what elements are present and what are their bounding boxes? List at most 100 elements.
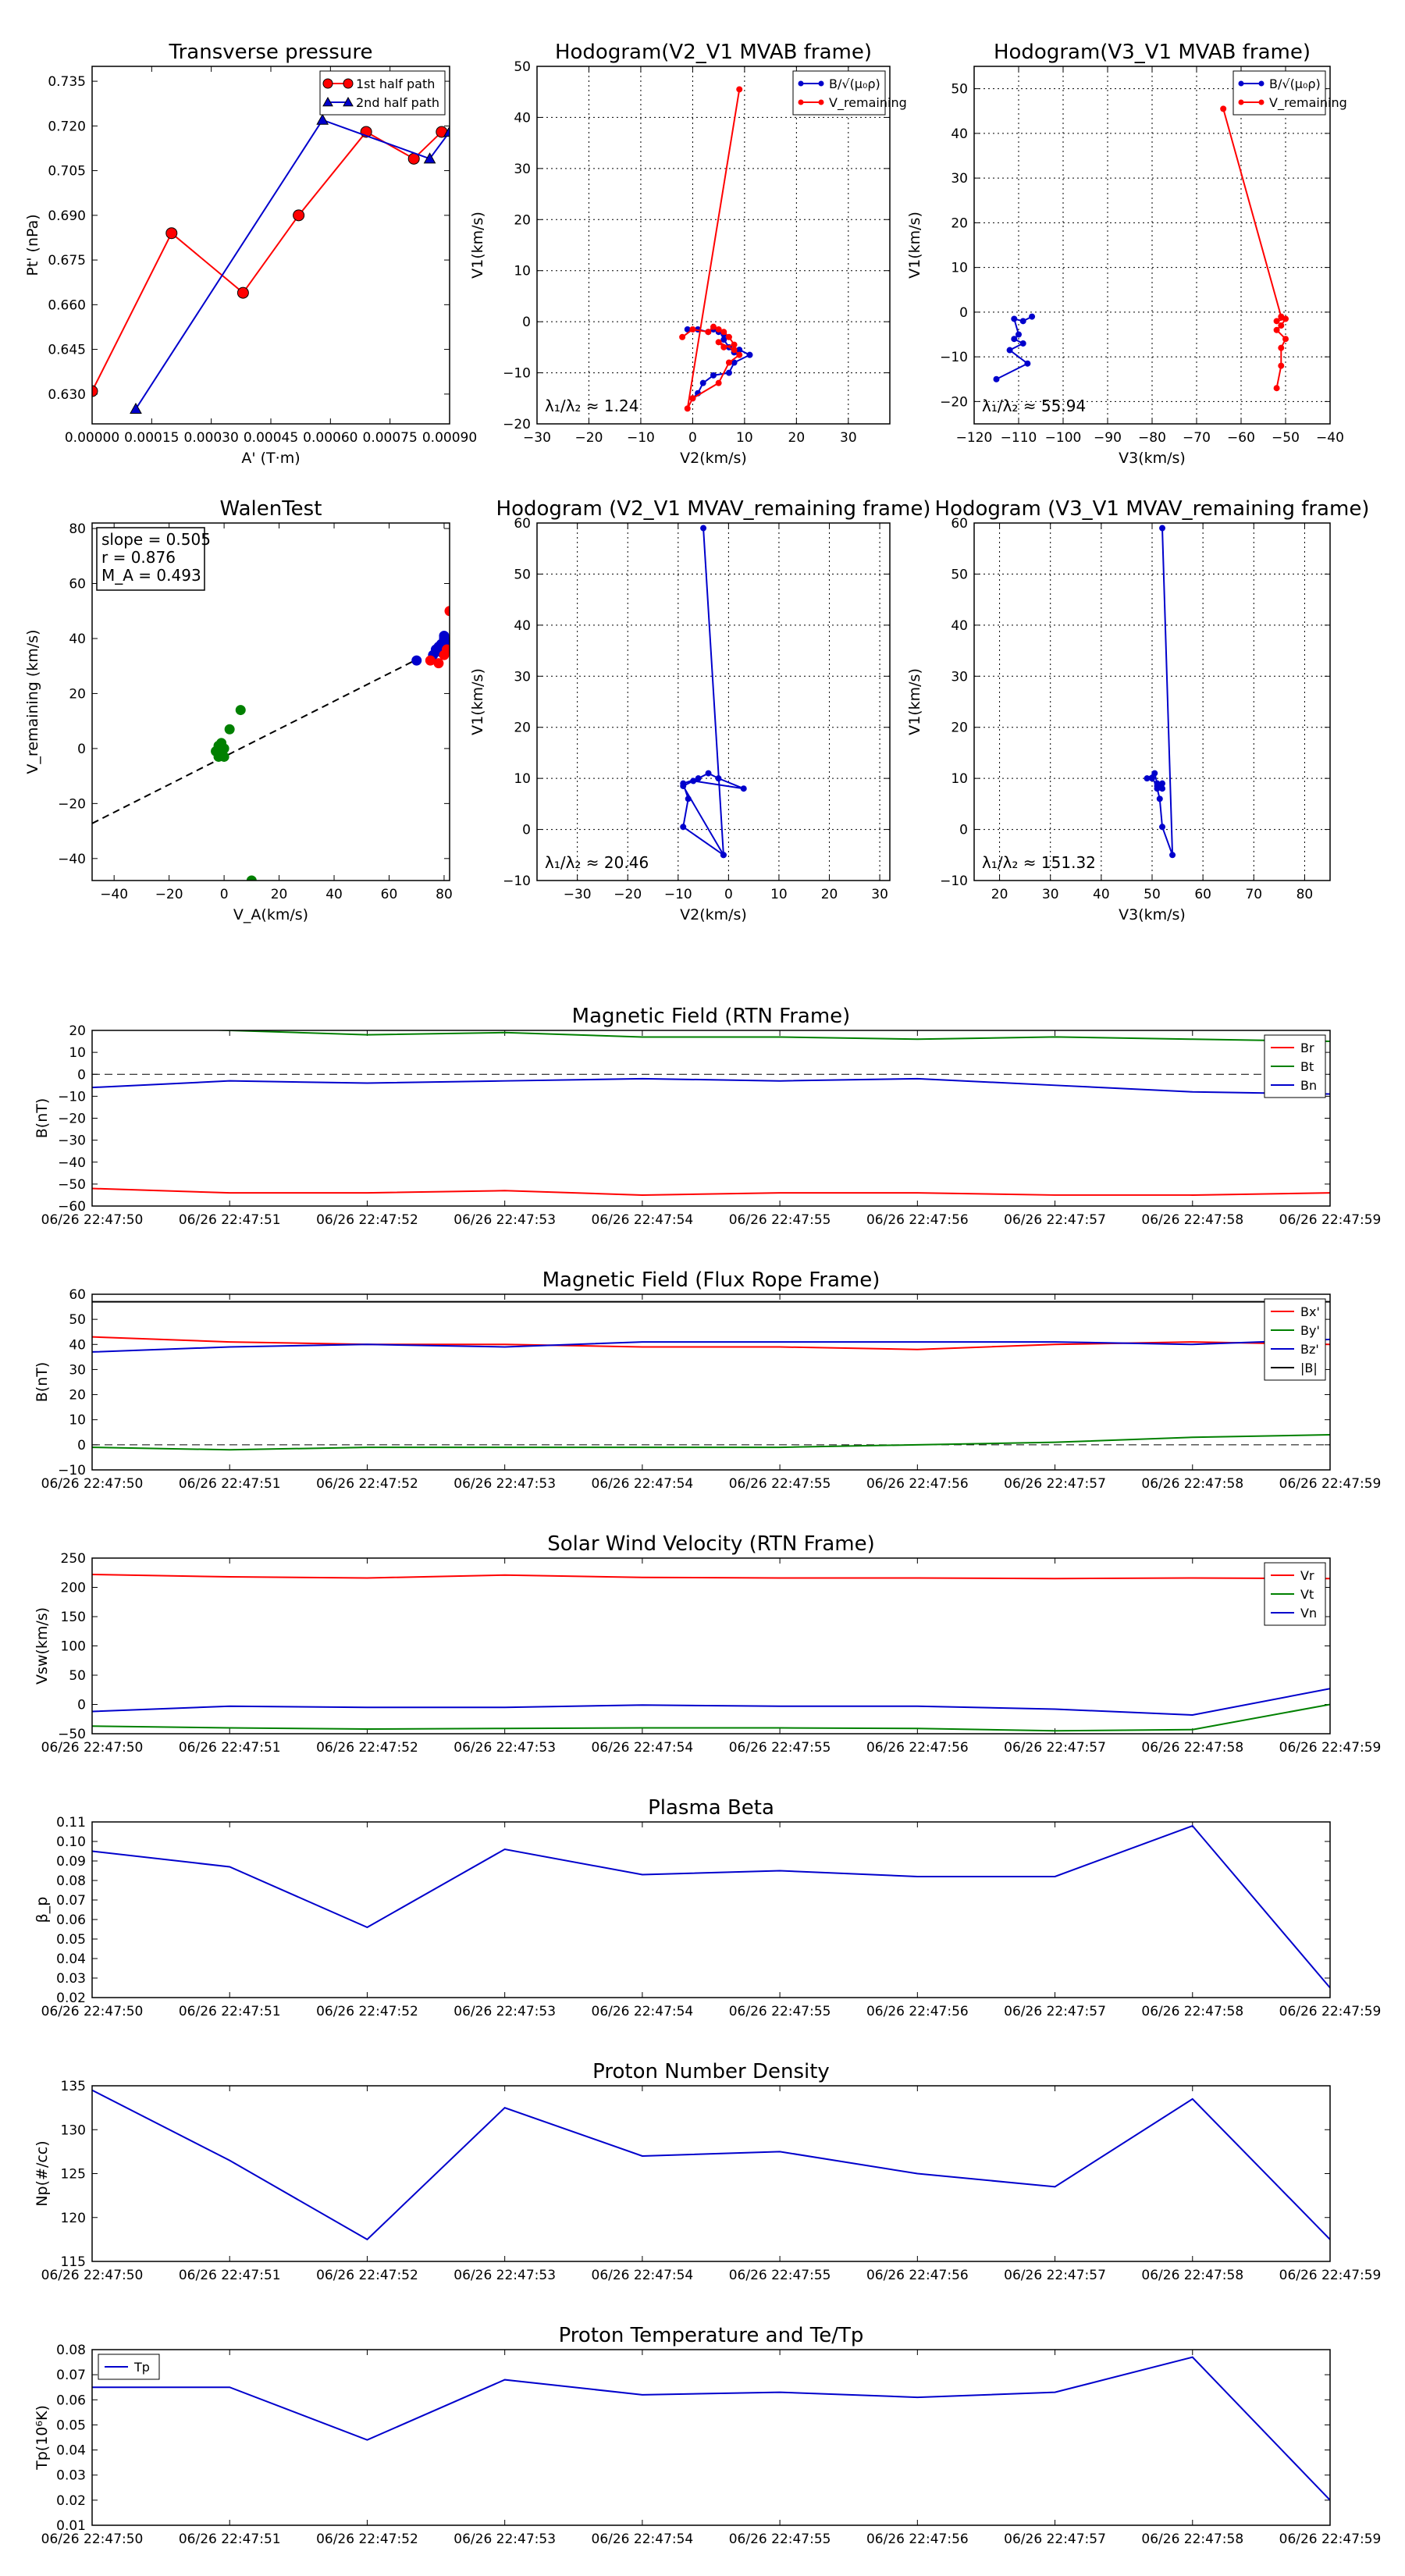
plot-area: [92, 1824, 1330, 1989]
data-point: [680, 782, 687, 789]
data-point: [130, 402, 142, 415]
x-tick-label: 06/26 22:47:51: [179, 1740, 281, 1756]
y-tick-label: 0.720: [48, 119, 86, 134]
stats-frame: [96, 527, 205, 591]
data-point: [444, 606, 450, 617]
y-tick-label: 30: [951, 171, 968, 187]
x-tick-label: 06/26 22:47:53: [454, 1740, 556, 1756]
y-tick-label: 0.06: [56, 2393, 86, 2408]
legend-label: By': [1300, 1323, 1320, 1338]
x-tick-label: 0.00000: [65, 430, 119, 446]
x-tick-label: 06/26 22:47:51: [179, 1476, 281, 1492]
stats-line: slope = 0.505: [101, 530, 211, 549]
series-bz-line: [92, 1338, 1330, 1353]
x-tick-label: 06/26 22:47:56: [866, 1212, 969, 1228]
x-tick-label: 20: [821, 887, 838, 902]
y-tick-label: 0: [77, 1698, 86, 1713]
series-vr-line: [92, 1574, 1330, 1580]
data-point: [715, 775, 722, 782]
axes-frame: [91, 2349, 1331, 2526]
series-bt-line: [205, 1030, 1330, 1043]
series-bn-line: [92, 1077, 1330, 1095]
data-point: [443, 125, 450, 137]
x-tick-label: 0: [688, 430, 697, 446]
solar-wind-velocity-rtn-panel: Solar Wind Velocity (RTN Frame) 06/26 22:…: [34, 1532, 1381, 1756]
plot-area: [92, 1300, 1330, 1451]
data-point: [695, 775, 702, 782]
data-point: [1159, 780, 1166, 787]
y-tick-label: 50: [69, 1668, 86, 1684]
x-tick-label: 06/26 22:47:51: [179, 2268, 281, 2283]
magnetic-field-flux-rope-panel: Magnetic Field (Flux Rope Frame) 06/26 22…: [34, 1268, 1381, 1492]
data-point: [441, 644, 450, 655]
data-point: [1159, 785, 1166, 792]
x-tick-label: 06/26 22:47:55: [729, 2268, 831, 2283]
y-tick-label: 50: [514, 567, 531, 582]
y-tick-label: −10: [940, 350, 968, 365]
proton-number-density-panel: Proton Number Density 06/26 22:47:50 06/26…: [34, 2060, 1381, 2283]
y-tick-label: 120: [61, 2211, 86, 2226]
axes-frame: [536, 66, 891, 425]
legend-marker: [1238, 99, 1244, 105]
x-tick-label: 0.00045: [244, 430, 298, 446]
data-point: [219, 743, 229, 754]
y-tick-label: 0: [522, 823, 531, 838]
x-tick-label: 06/26 22:47:57: [1004, 2004, 1106, 2019]
data-point: [1151, 770, 1158, 777]
legend-box: [319, 70, 446, 116]
legend: B/√(μ₀ρ) V_remaining: [792, 70, 907, 116]
series-np-line: [92, 2089, 1330, 2241]
y-tick-label: 0.02: [56, 2493, 86, 2509]
x-tick-label: 06/26 22:47:56: [866, 1476, 969, 1492]
x-tick-label: −70: [1183, 430, 1211, 446]
data-point: [1278, 322, 1285, 329]
y-tick-label: 0.10: [56, 1834, 86, 1850]
x-tick-label: 70: [1245, 887, 1262, 902]
axes-frame: [91, 1293, 1331, 1471]
plot-area: [1144, 525, 1176, 859]
x-tick-label: 06/26 22:47:56: [866, 1740, 969, 1756]
hodogram-v2v1-mvab-panel: Hodogram(V2_V1 MVAB frame)−30 −20 −10 0 10 20…: [469, 41, 907, 467]
data-point: [293, 209, 305, 222]
y-tick-label: 150: [61, 1610, 86, 1625]
data-point: [746, 351, 753, 358]
x-tick-label: 06/26 22:47:51: [179, 2532, 281, 2547]
legend: Tp: [98, 2354, 160, 2380]
data-point: [699, 379, 706, 386]
axes-frame: [91, 1557, 1331, 1735]
y-tick-label: −60: [58, 1199, 86, 1215]
x-tick-label: 06/26 22:47:59: [1279, 2532, 1382, 2547]
x-tick-label: 06/26 22:47:52: [316, 2532, 418, 2547]
series-blue-line: [681, 528, 745, 857]
x-tick-label: 20: [788, 430, 806, 446]
y-tick-label: 0.04: [56, 1952, 86, 1967]
legend-marker: [798, 99, 804, 105]
y-tick-label: −50: [58, 1177, 86, 1193]
x-tick-label: 06/26 22:47:59: [1279, 2004, 1382, 2019]
legend-label: Vr: [1300, 1568, 1314, 1583]
legend-label: Vn: [1300, 1606, 1317, 1621]
x-tick-label: 06/26 22:47:58: [1141, 2532, 1243, 2547]
x-tick-label: 06/26 22:47:54: [592, 2268, 694, 2283]
data-point: [715, 339, 722, 346]
eigenvalue-ratio-annotation: λ₁/λ₂ ≈ 55.94: [982, 397, 1086, 415]
legend: Bx' By' Bz' |B|: [1264, 1298, 1326, 1381]
series-2nd-half-path-line: [135, 119, 450, 410]
data-point: [993, 375, 1000, 382]
x-tick-label: 06/26 22:47:51: [179, 2004, 281, 2019]
x-tick-label: 40: [325, 887, 343, 902]
y-tick-label: 50: [951, 82, 968, 98]
plot-area: [680, 525, 747, 859]
plot-area: [92, 113, 450, 415]
plot-area: [993, 105, 1289, 392]
x-tick-label: 30: [871, 887, 888, 902]
x-tick-label: 0.00015: [124, 430, 179, 446]
x-tick-label: 80: [1297, 887, 1314, 902]
eigenvalue-ratio-annotation: λ₁/λ₂ ≈ 1.24: [545, 397, 638, 415]
x-tick-label: 06/26 22:47:55: [729, 1476, 831, 1492]
y-tick-label: 100: [61, 1639, 86, 1655]
chart-title: Plasma Beta: [648, 1796, 774, 1820]
y-tick-label: 0.09: [56, 1854, 86, 1870]
x-tick-label: 06/26 22:47:55: [729, 2532, 831, 2547]
y-tick-label: −50: [58, 1727, 86, 1742]
